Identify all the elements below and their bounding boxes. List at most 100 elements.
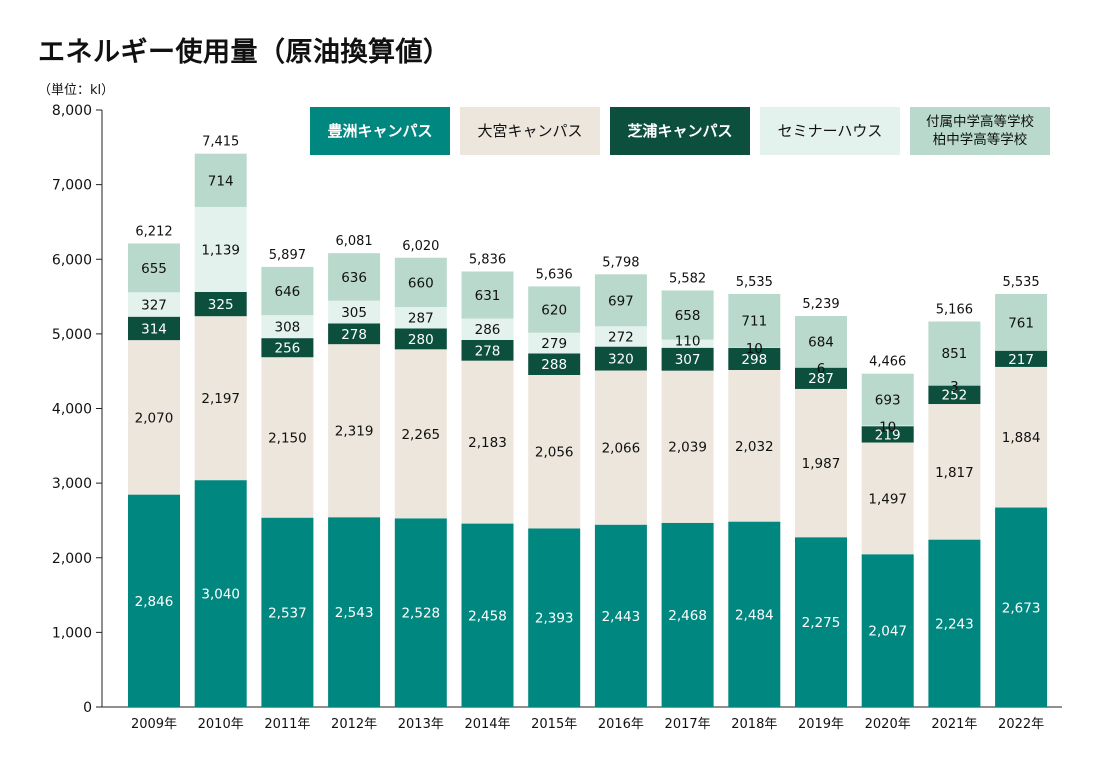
x-tick-label: 2016年 <box>598 717 644 732</box>
bar-group: 2,528 2,265 280 287 660 6,020 <box>394 239 447 707</box>
bar-segment <box>194 316 247 481</box>
total-label: 6,081 <box>335 234 372 249</box>
bar-segment <box>795 537 847 707</box>
bar-segment <box>394 257 447 308</box>
bar-segment <box>861 442 914 555</box>
bar-group: 3,040 2,197 325 1,139 714 7,415 <box>194 135 247 707</box>
segment-value-label: 693 <box>875 393 901 409</box>
bar-segment <box>461 339 514 361</box>
bar-segment <box>194 291 247 317</box>
bar-segment <box>328 323 381 345</box>
segment-value-label: 314 <box>141 321 167 337</box>
x-tick-label: 2017年 <box>665 717 711 732</box>
segment-value-label: 1,497 <box>868 491 907 507</box>
segment-value-label: 2,543 <box>335 605 374 621</box>
bar-segment <box>194 480 247 707</box>
bar-segment <box>928 321 981 385</box>
bar-segment <box>594 346 647 371</box>
y-tick-label: 3,000 <box>52 476 92 492</box>
bar-segment <box>661 370 714 523</box>
segment-value-label: 327 <box>141 298 167 314</box>
bar-segment <box>728 369 781 522</box>
segment-value-label: 256 <box>275 341 301 357</box>
segment-value-label: 2,150 <box>268 430 307 446</box>
segment-value-label: 2,484 <box>735 607 774 623</box>
segment-value-label: 2,056 <box>535 445 574 461</box>
segment-value-label: 2,039 <box>668 440 707 456</box>
segment-value-label: 1,817 <box>935 465 974 481</box>
legend-label: セミナーハウス <box>778 122 883 140</box>
segment-value-label: 646 <box>275 284 301 300</box>
segment-value-label: 2,183 <box>468 435 507 451</box>
total-label: 6,212 <box>135 224 172 239</box>
legend-label: 柏中学高等学校 <box>933 131 1028 148</box>
segment-value-label: 10 <box>879 419 896 435</box>
y-tick-label: 1,000 <box>52 625 92 641</box>
segment-value-label: 2,673 <box>1002 600 1041 616</box>
segment-value-label: 2,265 <box>401 427 440 443</box>
legend-label: 芝浦キャンパス <box>627 122 732 140</box>
segment-value-label: 219 <box>875 427 901 443</box>
segment-value-label: 711 <box>741 313 767 329</box>
bars: 2,846 2,070 314 327 655 6,212 3,040 2,197 325 1,1… <box>128 135 1048 707</box>
bar-segment <box>594 370 647 525</box>
legend-swatch <box>910 107 1050 155</box>
bar-segment <box>795 367 847 368</box>
segment-value-label: 2,032 <box>735 439 774 455</box>
segment-value-label: 10 <box>746 341 763 357</box>
segment-value-label: 2,528 <box>401 606 440 622</box>
bar-segment <box>728 293 781 348</box>
segment-value-label: 2,047 <box>868 624 907 640</box>
total-label: 5,239 <box>802 297 839 312</box>
total-label: 5,897 <box>269 248 306 263</box>
segment-value-label: 287 <box>808 371 834 387</box>
bar-segment <box>328 300 381 324</box>
bar-segment <box>528 286 581 333</box>
x-tick-label: 2010年 <box>198 717 244 732</box>
bar-segment <box>795 316 847 368</box>
segment-value-label: 684 <box>808 335 834 351</box>
segment-value-label: 279 <box>541 336 567 352</box>
legend-swatch <box>460 107 600 155</box>
legend-item: 大宮キャンパス <box>460 107 600 155</box>
bar-segment <box>661 522 714 707</box>
segment-value-label: 2,443 <box>602 609 641 625</box>
y-tick-label: 7,000 <box>52 178 92 194</box>
segment-value-label: 217 <box>1008 352 1034 368</box>
total-label: 5,535 <box>1002 275 1039 290</box>
segment-value-label: 308 <box>275 320 301 336</box>
x-tick-label: 2018年 <box>731 717 777 732</box>
segment-value-label: 714 <box>208 173 234 189</box>
bar-group: 2,458 2,183 278 286 631 5,836 <box>461 252 514 707</box>
bar-segment <box>728 347 781 370</box>
legend-swatch <box>760 107 900 155</box>
segment-value-label: 320 <box>608 352 634 368</box>
bar-group: 2,443 2,066 320 272 697 5,798 <box>594 255 647 707</box>
bar-segment <box>594 524 647 707</box>
bar-segment <box>995 507 1048 707</box>
segment-value-label: 305 <box>341 305 367 321</box>
bar-segment <box>528 374 581 529</box>
legend-item: 豊洲キャンパス <box>310 107 450 155</box>
total-label: 5,836 <box>469 252 506 267</box>
total-label: 5,582 <box>669 271 706 286</box>
bar-segment <box>661 339 714 348</box>
bar-group: 2,537 2,150 256 308 646 5,897 <box>261 248 314 707</box>
segment-value-label: 2,393 <box>535 611 574 627</box>
total-label: 5,535 <box>736 275 773 290</box>
bar-segment <box>795 388 847 538</box>
x-axis-labels: 2009年 2010年 2011年 2012年 2013年 2014年 2015年 2016年… <box>131 717 1044 732</box>
bar-segment <box>528 528 581 707</box>
y-tick-label: 4,000 <box>52 402 92 418</box>
legend: 豊洲キャンパス 大宮キャンパス 芝浦キャンパス セミナーハウス 付属中学高等学校柏中学高… <box>310 107 1050 155</box>
segment-value-label: 2,243 <box>935 616 974 632</box>
segment-value-label: 2,070 <box>135 410 174 426</box>
segment-value-label: 307 <box>675 352 701 368</box>
segment-value-label: 325 <box>208 297 234 313</box>
total-label: 4,466 <box>869 355 906 370</box>
bar-segment <box>261 315 314 339</box>
